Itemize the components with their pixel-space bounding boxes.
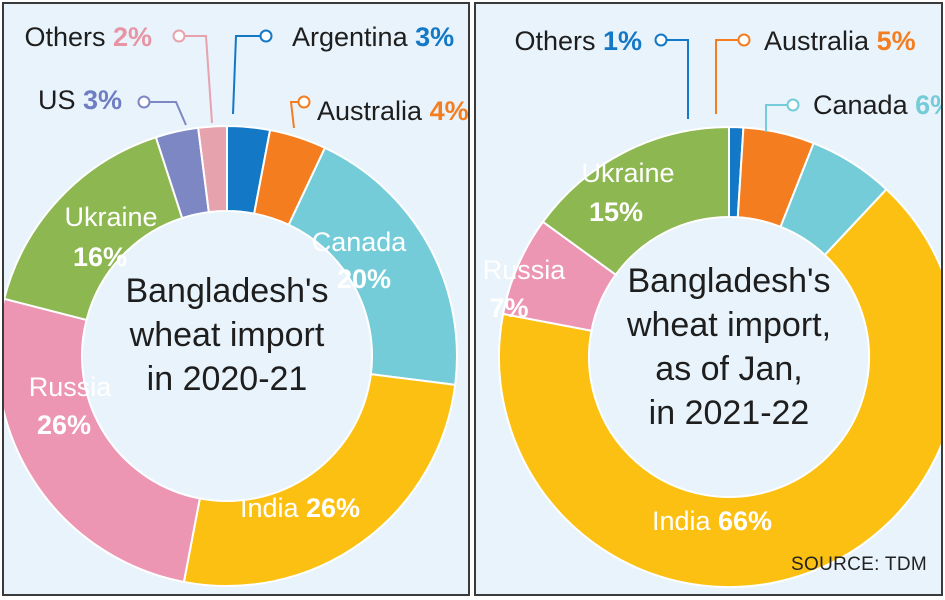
value-label-ukraine: 15% bbox=[589, 197, 643, 227]
leader-dot-australia bbox=[297, 95, 311, 109]
value-label-russia: 26% bbox=[37, 410, 91, 440]
leader-dot-others bbox=[654, 33, 668, 47]
label-australia: Australia 5% bbox=[764, 26, 916, 56]
leader-dot-us bbox=[137, 95, 151, 109]
leader-dot-others bbox=[172, 29, 186, 43]
label-canada: Canada bbox=[312, 227, 408, 257]
chart-panel-2020-21: Bangladesh's wheat import in 2020-21 Argent… bbox=[2, 2, 470, 596]
leader-dot-canada bbox=[786, 98, 800, 112]
slice-india bbox=[498, 187, 941, 588]
leader-line-us bbox=[144, 101, 187, 126]
value-label-canada: 20% bbox=[337, 264, 391, 294]
label-others: Others 2% bbox=[24, 22, 152, 52]
donut-chart-2020-21: Bangladesh's wheat import in 2020-21 Argent… bbox=[4, 22, 468, 587]
value-label-russia: 7% bbox=[489, 293, 528, 323]
leader-line-argentina bbox=[232, 35, 266, 115]
donut-chart-2021-22: Bangladesh's wheat import, as of Jan, in 20… bbox=[483, 26, 941, 588]
label-argentina: Argentina 3% bbox=[292, 22, 454, 52]
value-label-ukraine: 16% bbox=[73, 242, 127, 272]
slice-india bbox=[182, 373, 457, 587]
label-russia: Russia bbox=[29, 372, 113, 402]
chart-panel-2021-22: Bangladesh's wheat import, as of Jan, in 20… bbox=[474, 2, 943, 596]
label-australia: Australia 4% bbox=[317, 96, 468, 126]
label-india: India 66% bbox=[652, 506, 772, 536]
label-russia: Russia bbox=[483, 255, 567, 285]
source-note: SOURCE: TDM bbox=[791, 554, 927, 575]
slice-ukraine bbox=[541, 125, 730, 277]
leader-dot-argentina bbox=[259, 29, 273, 43]
label-canada: Canada 6% bbox=[813, 90, 941, 120]
label-us: US 3% bbox=[38, 85, 122, 115]
chart-title: Bangladesh's wheat import, as of Jan, in 20… bbox=[626, 262, 831, 432]
slice-russia bbox=[4, 297, 201, 584]
leader-line-canada bbox=[765, 104, 793, 132]
leader-line-others bbox=[179, 35, 213, 124]
label-others: Others 1% bbox=[514, 26, 642, 56]
label-india: India 26% bbox=[240, 493, 360, 523]
leader-line-others bbox=[661, 39, 689, 119]
chart-title: Bangladesh's wheat import in 2020-21 bbox=[125, 272, 328, 398]
label-ukraine: Ukraine bbox=[64, 202, 157, 232]
leader-dot-australia bbox=[737, 33, 751, 47]
slice-others bbox=[197, 124, 228, 214]
leader-line-australia bbox=[715, 39, 744, 114]
label-ukraine: Ukraine bbox=[581, 158, 674, 188]
